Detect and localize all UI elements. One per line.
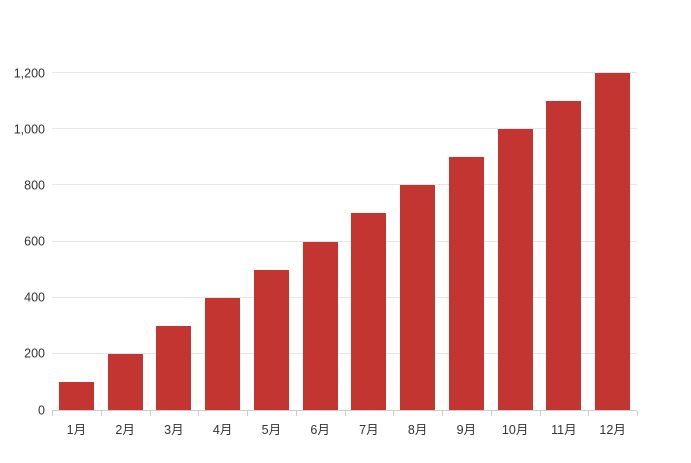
bar-8月[interactable] xyxy=(400,185,436,410)
y-axis: 0 200 400 600 800 1,000 1,200 xyxy=(0,67,52,416)
x-axis-tick xyxy=(149,411,151,416)
plot-area xyxy=(52,72,637,411)
gridline xyxy=(52,352,637,354)
x-tick-label: 3月 xyxy=(164,423,184,437)
bar-slot xyxy=(540,73,589,410)
gridline xyxy=(52,184,637,186)
gridline xyxy=(52,240,637,242)
bar-slot xyxy=(393,73,442,410)
bar-4月[interactable] xyxy=(205,297,241,410)
bar-9月[interactable] xyxy=(448,157,484,410)
bar-slot xyxy=(442,73,491,410)
bar-11月[interactable] xyxy=(546,101,582,410)
bar-3月[interactable] xyxy=(156,325,192,410)
bar-1月[interactable] xyxy=(58,381,94,410)
bar-10月[interactable] xyxy=(497,129,533,410)
x-tick-label: 11月 xyxy=(551,423,577,437)
y-tick-label: 400 xyxy=(24,290,45,305)
y-tick-label: 1,200 xyxy=(13,65,45,80)
x-axis-tick xyxy=(490,411,492,416)
x-axis-tick xyxy=(295,411,297,416)
gridline xyxy=(52,72,637,73)
bar-12月[interactable] xyxy=(595,73,631,410)
x-tick-label: 6月 xyxy=(310,423,330,437)
bar-2月[interactable] xyxy=(107,353,143,410)
x-axis-tick xyxy=(198,411,200,416)
bar-slot xyxy=(101,73,150,410)
y-tick-label: 200 xyxy=(24,346,45,361)
x-axis-tick xyxy=(247,411,248,416)
bar-slot xyxy=(198,73,247,410)
y-tick-label: 0 xyxy=(38,402,45,417)
x-axis-tick xyxy=(52,411,53,416)
gridline xyxy=(52,128,637,130)
x-axis-tick xyxy=(588,411,590,416)
x-axis-ticks xyxy=(52,411,638,416)
bar-slot xyxy=(296,73,345,410)
x-axis-tick xyxy=(637,411,638,416)
x-tick-label: 9月 xyxy=(456,423,477,437)
bar-6月[interactable] xyxy=(302,241,338,410)
gridline xyxy=(52,296,637,298)
x-tick-label: 2月 xyxy=(115,423,135,437)
bar-slot xyxy=(345,73,394,410)
x-axis-tick xyxy=(539,411,541,416)
bar-slot xyxy=(491,73,540,410)
bar-slot xyxy=(247,73,296,410)
bar-series xyxy=(52,73,637,410)
x-tick-label: 7月 xyxy=(359,423,379,437)
y-tick-label: 1,000 xyxy=(13,121,45,136)
bar-7月[interactable] xyxy=(351,213,387,410)
bar-slot xyxy=(52,73,101,410)
x-axis: 1月 2月 3月 4月 5月 6月 7月 8月 9月 10月 11月 12月 xyxy=(52,419,637,438)
x-tick-label: 1月 xyxy=(66,423,87,437)
x-axis-tick xyxy=(393,411,395,416)
bar-5月[interactable] xyxy=(253,269,289,410)
x-tick-label: 5月 xyxy=(261,423,282,437)
x-axis-tick xyxy=(442,411,443,416)
x-axis-tick xyxy=(344,411,346,416)
y-tick-label: 600 xyxy=(24,234,45,249)
x-tick-label: 8月 xyxy=(407,423,428,437)
bar-slot xyxy=(588,73,637,410)
bar-slot xyxy=(150,73,199,410)
x-tick-label: 12月 xyxy=(599,423,626,437)
x-tick-label: 4月 xyxy=(212,423,233,437)
x-tick-label: 10月 xyxy=(501,423,529,437)
x-axis-tick xyxy=(100,411,102,416)
y-tick-label: 800 xyxy=(24,178,45,193)
